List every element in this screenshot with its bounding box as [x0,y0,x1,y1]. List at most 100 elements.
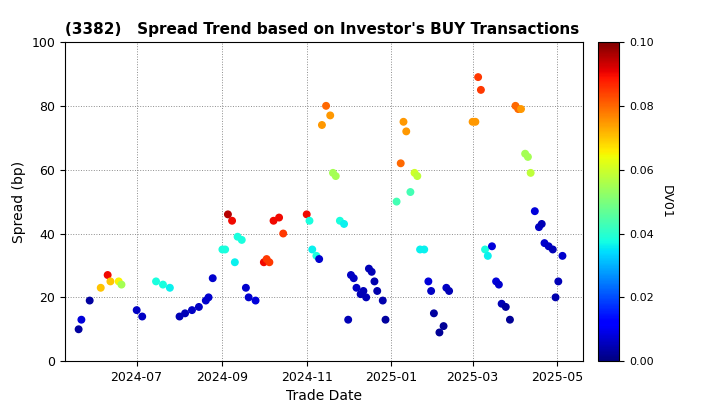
Point [102,272,114,278]
Point [193,304,204,310]
Point [391,198,402,205]
Point [243,294,254,301]
Point [418,246,430,253]
Point [274,214,285,221]
Point [539,240,550,247]
Point [366,268,377,275]
Point [496,300,508,307]
Point [345,272,356,278]
Point [469,118,481,125]
Point [397,118,409,125]
Point [522,154,534,160]
X-axis label: Trade Date: Trade Date [286,389,362,404]
Point [405,189,416,195]
Point [363,265,374,272]
Point [358,288,369,294]
Point [310,252,322,259]
Point [236,236,248,243]
Point [395,160,407,167]
Point [325,112,336,119]
Y-axis label: DV01: DV01 [660,185,673,218]
Point [250,297,261,304]
Point [493,281,505,288]
Point [261,256,272,262]
Point [534,224,545,231]
Point [500,304,511,310]
Point [220,246,231,253]
Point [84,297,96,304]
Point [95,284,107,291]
Point [525,170,536,176]
Point [414,246,426,253]
Point [557,252,568,259]
Point [428,310,440,317]
Point [441,284,452,291]
Point [547,246,559,253]
Point [307,246,318,253]
Point [268,218,279,224]
Point [516,106,527,113]
Point [207,275,218,281]
Point [552,278,564,285]
Point [480,246,491,253]
Point [203,294,215,301]
Point [76,316,87,323]
Point [486,243,498,249]
Point [369,278,380,285]
Point [377,297,389,304]
Point [304,218,315,224]
Point [438,323,449,329]
Point [529,208,541,215]
Point [423,278,434,285]
Point [475,87,487,93]
Point [179,310,191,317]
Point [316,122,328,129]
Point [513,106,524,113]
Point [229,259,240,265]
Point [372,288,383,294]
Point [150,278,162,285]
Point [379,316,391,323]
Point [519,150,531,157]
Point [330,173,341,179]
Point [200,297,212,304]
Point [351,284,362,291]
Point [186,307,198,313]
Point [277,230,289,237]
Point [320,102,332,109]
Point [433,329,445,336]
Point [164,284,176,291]
Point [327,170,338,176]
Point [232,234,243,240]
Point [400,128,412,135]
Point [258,259,269,265]
Point [73,326,84,333]
Point [334,218,346,224]
Point [226,218,238,224]
Point [361,294,372,301]
Point [343,316,354,323]
Point [264,259,275,265]
Point [174,313,185,320]
Point [301,211,312,218]
Point [338,220,350,227]
Y-axis label: Spread (bp): Spread (bp) [12,160,26,243]
Point [510,102,521,109]
Point [467,118,478,125]
Point [348,275,359,281]
Point [409,170,420,176]
Point [104,278,116,285]
Point [157,281,168,288]
Point [472,74,484,81]
Point [543,243,554,249]
Point [490,278,502,285]
Point [137,313,148,320]
Point [222,211,234,218]
Point [550,294,562,301]
Point [131,307,143,313]
Point [355,291,366,297]
Point [116,281,127,288]
Point [313,256,325,262]
Point [426,288,437,294]
Point [482,252,494,259]
